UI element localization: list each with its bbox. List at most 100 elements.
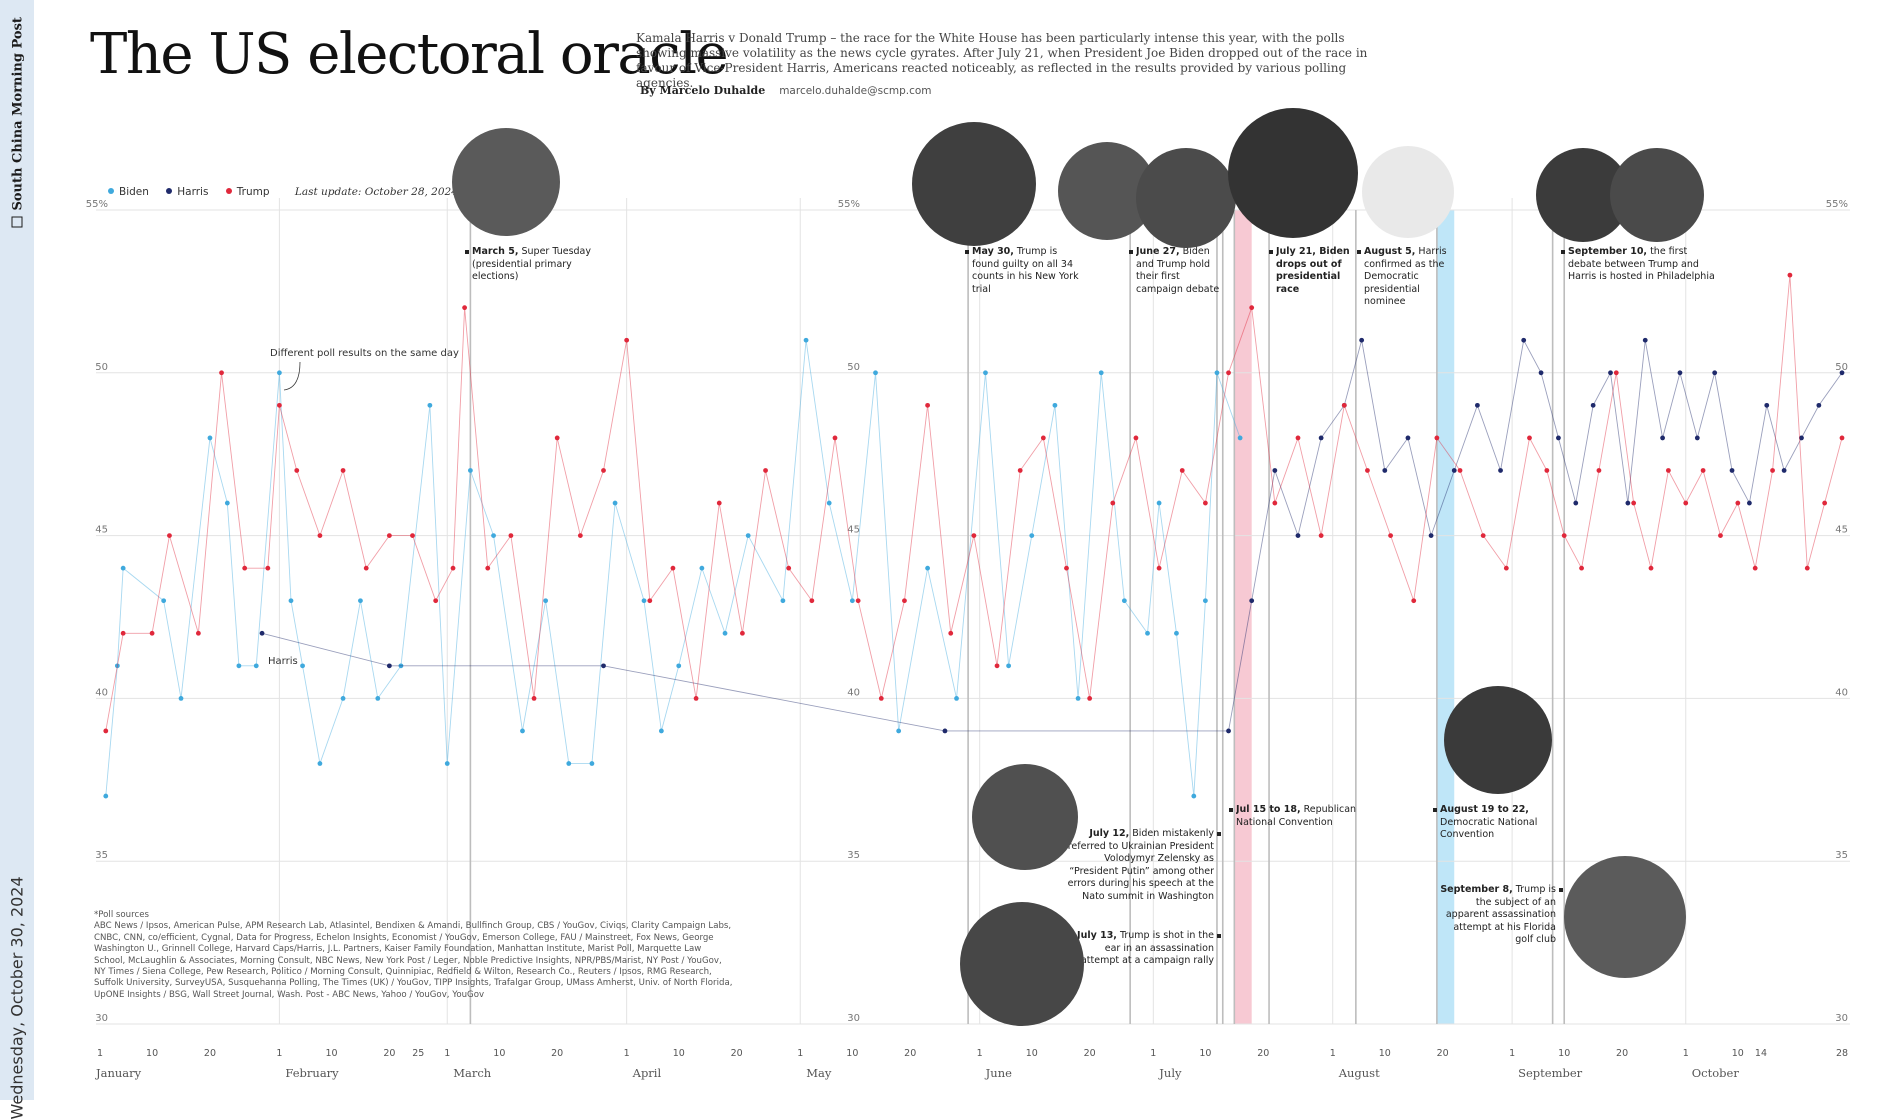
y-tick-label: 40	[1835, 687, 1848, 698]
byline: By Marcelo Duhalde marcelo.duhalde@scmp.c…	[640, 84, 932, 97]
y-tick-label: 30	[95, 1013, 108, 1024]
data-point-trump	[647, 598, 653, 604]
x-day-label: 10	[846, 1048, 858, 1059]
photo-biden-nato	[972, 764, 1078, 870]
data-point-trump	[1226, 370, 1231, 376]
event-annotation: September 10, the first debate between T…	[1568, 246, 1715, 282]
x-day-label: 20	[1437, 1048, 1449, 1059]
legend-label-trump: Trump	[236, 186, 270, 198]
data-point-trump	[103, 728, 109, 734]
data-point-harris	[1677, 370, 1683, 376]
data-point-biden	[1202, 598, 1208, 604]
data-point-trump	[531, 696, 537, 701]
event-annotation: May 30, Trump is found guilty on all 34 …	[972, 246, 1079, 295]
x-day-label: 1	[97, 1048, 103, 1059]
data-point-biden	[1156, 500, 1162, 506]
data-point-trump	[1839, 435, 1845, 441]
data-point-trump	[1087, 696, 1093, 701]
poll-sources: *Poll sources ABC News / Ipsos, American…	[94, 910, 733, 1000]
data-point-trump	[1735, 500, 1741, 506]
x-month-label: February	[285, 1066, 339, 1080]
data-point-harris	[1608, 370, 1613, 376]
data-point-trump	[994, 663, 1000, 669]
photo-harris-nominee	[1228, 108, 1358, 238]
event-annotation-date: March 5,	[472, 246, 519, 257]
event-annotation-desc: the first debate between Trump and Harri…	[1568, 246, 1715, 282]
data-point-trump	[462, 305, 468, 311]
x-month-label: August	[1338, 1066, 1380, 1080]
data-point-trump	[948, 630, 954, 636]
data-point-trump	[265, 565, 271, 571]
event-annotation-date: June 27,	[1136, 246, 1180, 257]
x-month-label: April	[632, 1066, 662, 1080]
sidebar-strip: South China Morning Post Wednesday, Octo…	[0, 0, 34, 1120]
data-point-trump	[601, 468, 606, 473]
data-point-trump	[716, 500, 722, 506]
y-tick-label: 35	[95, 850, 108, 861]
author-email[interactable]: marcelo.duhalde@scmp.com	[779, 85, 932, 97]
event-annotation: July 21, Biden drops out of presidential…	[1276, 246, 1350, 295]
x-day-label: 10	[325, 1048, 337, 1059]
data-point-biden	[340, 696, 346, 701]
data-point-biden	[1075, 696, 1081, 701]
data-point-trump	[294, 468, 300, 473]
data-point-trump	[1341, 402, 1347, 408]
data-point-trump	[1388, 533, 1393, 538]
event-annotation-desc: Super Tuesday (presidential primary elec…	[472, 246, 592, 282]
data-point-trump	[1561, 533, 1567, 538]
event-annotation: August 5, Harris confirmed as the Democr…	[1364, 246, 1447, 307]
data-point-biden	[589, 761, 595, 766]
x-month-label: March	[453, 1066, 492, 1080]
x-month-label: January	[95, 1066, 142, 1080]
event-annotation-desc: Republican National Convention	[1236, 804, 1357, 828]
data-point-trump	[1596, 468, 1602, 473]
data-point-trump	[1480, 533, 1486, 538]
data-point-harris	[1474, 402, 1480, 408]
data-point-trump	[554, 435, 560, 441]
event-annotation-date: July 21, Biden drops out of presidential…	[1276, 246, 1350, 295]
y-tick-label: 30	[1835, 1013, 1848, 1024]
data-point-trump	[1700, 468, 1706, 473]
data-point-trump	[1648, 565, 1654, 571]
data-point-trump	[1579, 565, 1584, 571]
event-annotation-text: July 12, Biden mistakenly referred to Uk…	[1054, 828, 1214, 903]
data-point-biden	[699, 565, 705, 571]
data-point-biden	[1006, 663, 1012, 669]
data-point-trump	[1249, 305, 1255, 311]
data-point-trump	[1718, 533, 1723, 538]
y-tick-label: 35	[1835, 850, 1848, 861]
data-point-biden	[873, 370, 878, 376]
event-marker	[1433, 808, 1437, 812]
data-point-trump	[1752, 565, 1758, 571]
event-annotation: Jul 15 to 18, Republican National Conven…	[1236, 804, 1357, 828]
last-update: Last update: October 28, 2024	[294, 186, 458, 198]
data-point-trump	[1272, 500, 1278, 506]
event-marker	[1559, 888, 1563, 892]
data-point-harris	[1729, 468, 1735, 473]
data-point-harris	[259, 630, 265, 636]
data-point-biden	[317, 761, 323, 766]
data-point-biden	[543, 598, 549, 604]
event-marker	[1217, 832, 1221, 836]
x-day-label: 20	[383, 1048, 395, 1059]
photo-debate-trump	[1136, 148, 1236, 248]
data-point-biden	[1052, 402, 1058, 408]
data-point-trump	[1040, 435, 1046, 441]
data-point-biden	[676, 663, 682, 669]
event-annotation: August 19 to 22, Democratic National Con…	[1440, 804, 1537, 840]
y-tick-label: 50	[1835, 362, 1848, 373]
y-tick-label: 45	[1835, 525, 1848, 536]
x-day-label: 14	[1755, 1048, 1767, 1059]
photo-super-tuesday	[452, 128, 560, 236]
data-point-harris	[1272, 468, 1278, 473]
data-point-trump	[1503, 565, 1509, 571]
x-day-label: 10	[1558, 1048, 1570, 1059]
data-point-trump	[1613, 370, 1619, 376]
x-day-label: 28	[1836, 1048, 1848, 1059]
data-point-harris	[601, 663, 606, 669]
data-point-trump	[219, 370, 224, 376]
data-point-trump	[1665, 468, 1671, 473]
data-point-trump	[855, 598, 861, 604]
series-line-harris	[261, 338, 1843, 732]
data-point-trump	[739, 630, 745, 636]
